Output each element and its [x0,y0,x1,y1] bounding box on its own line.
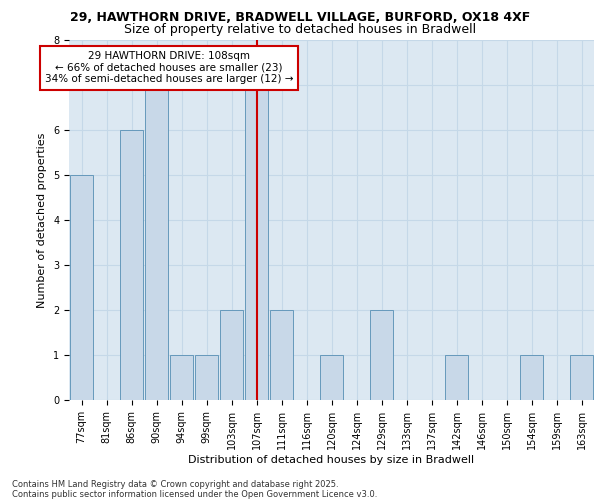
Text: 29 HAWTHORN DRIVE: 108sqm
← 66% of detached houses are smaller (23)
34% of semi-: 29 HAWTHORN DRIVE: 108sqm ← 66% of detac… [45,52,293,84]
Bar [520,355,543,400]
X-axis label: Distribution of detached houses by size in Bradwell: Distribution of detached houses by size … [188,454,475,464]
Y-axis label: Number of detached properties: Number of detached properties [37,132,47,308]
Bar [320,355,343,400]
Text: 29, HAWTHORN DRIVE, BRADWELL VILLAGE, BURFORD, OX18 4XF: 29, HAWTHORN DRIVE, BRADWELL VILLAGE, BU… [70,11,530,24]
Bar [245,85,268,400]
Bar [570,355,593,400]
Bar [370,310,393,400]
Bar [170,355,193,400]
Bar [70,175,93,400]
Bar [195,355,218,400]
Bar [445,355,468,400]
Bar [220,310,243,400]
Bar [145,85,168,400]
Bar [270,310,293,400]
Bar [120,130,143,400]
Text: Contains HM Land Registry data © Crown copyright and database right 2025.
Contai: Contains HM Land Registry data © Crown c… [12,480,377,499]
Text: Size of property relative to detached houses in Bradwell: Size of property relative to detached ho… [124,22,476,36]
